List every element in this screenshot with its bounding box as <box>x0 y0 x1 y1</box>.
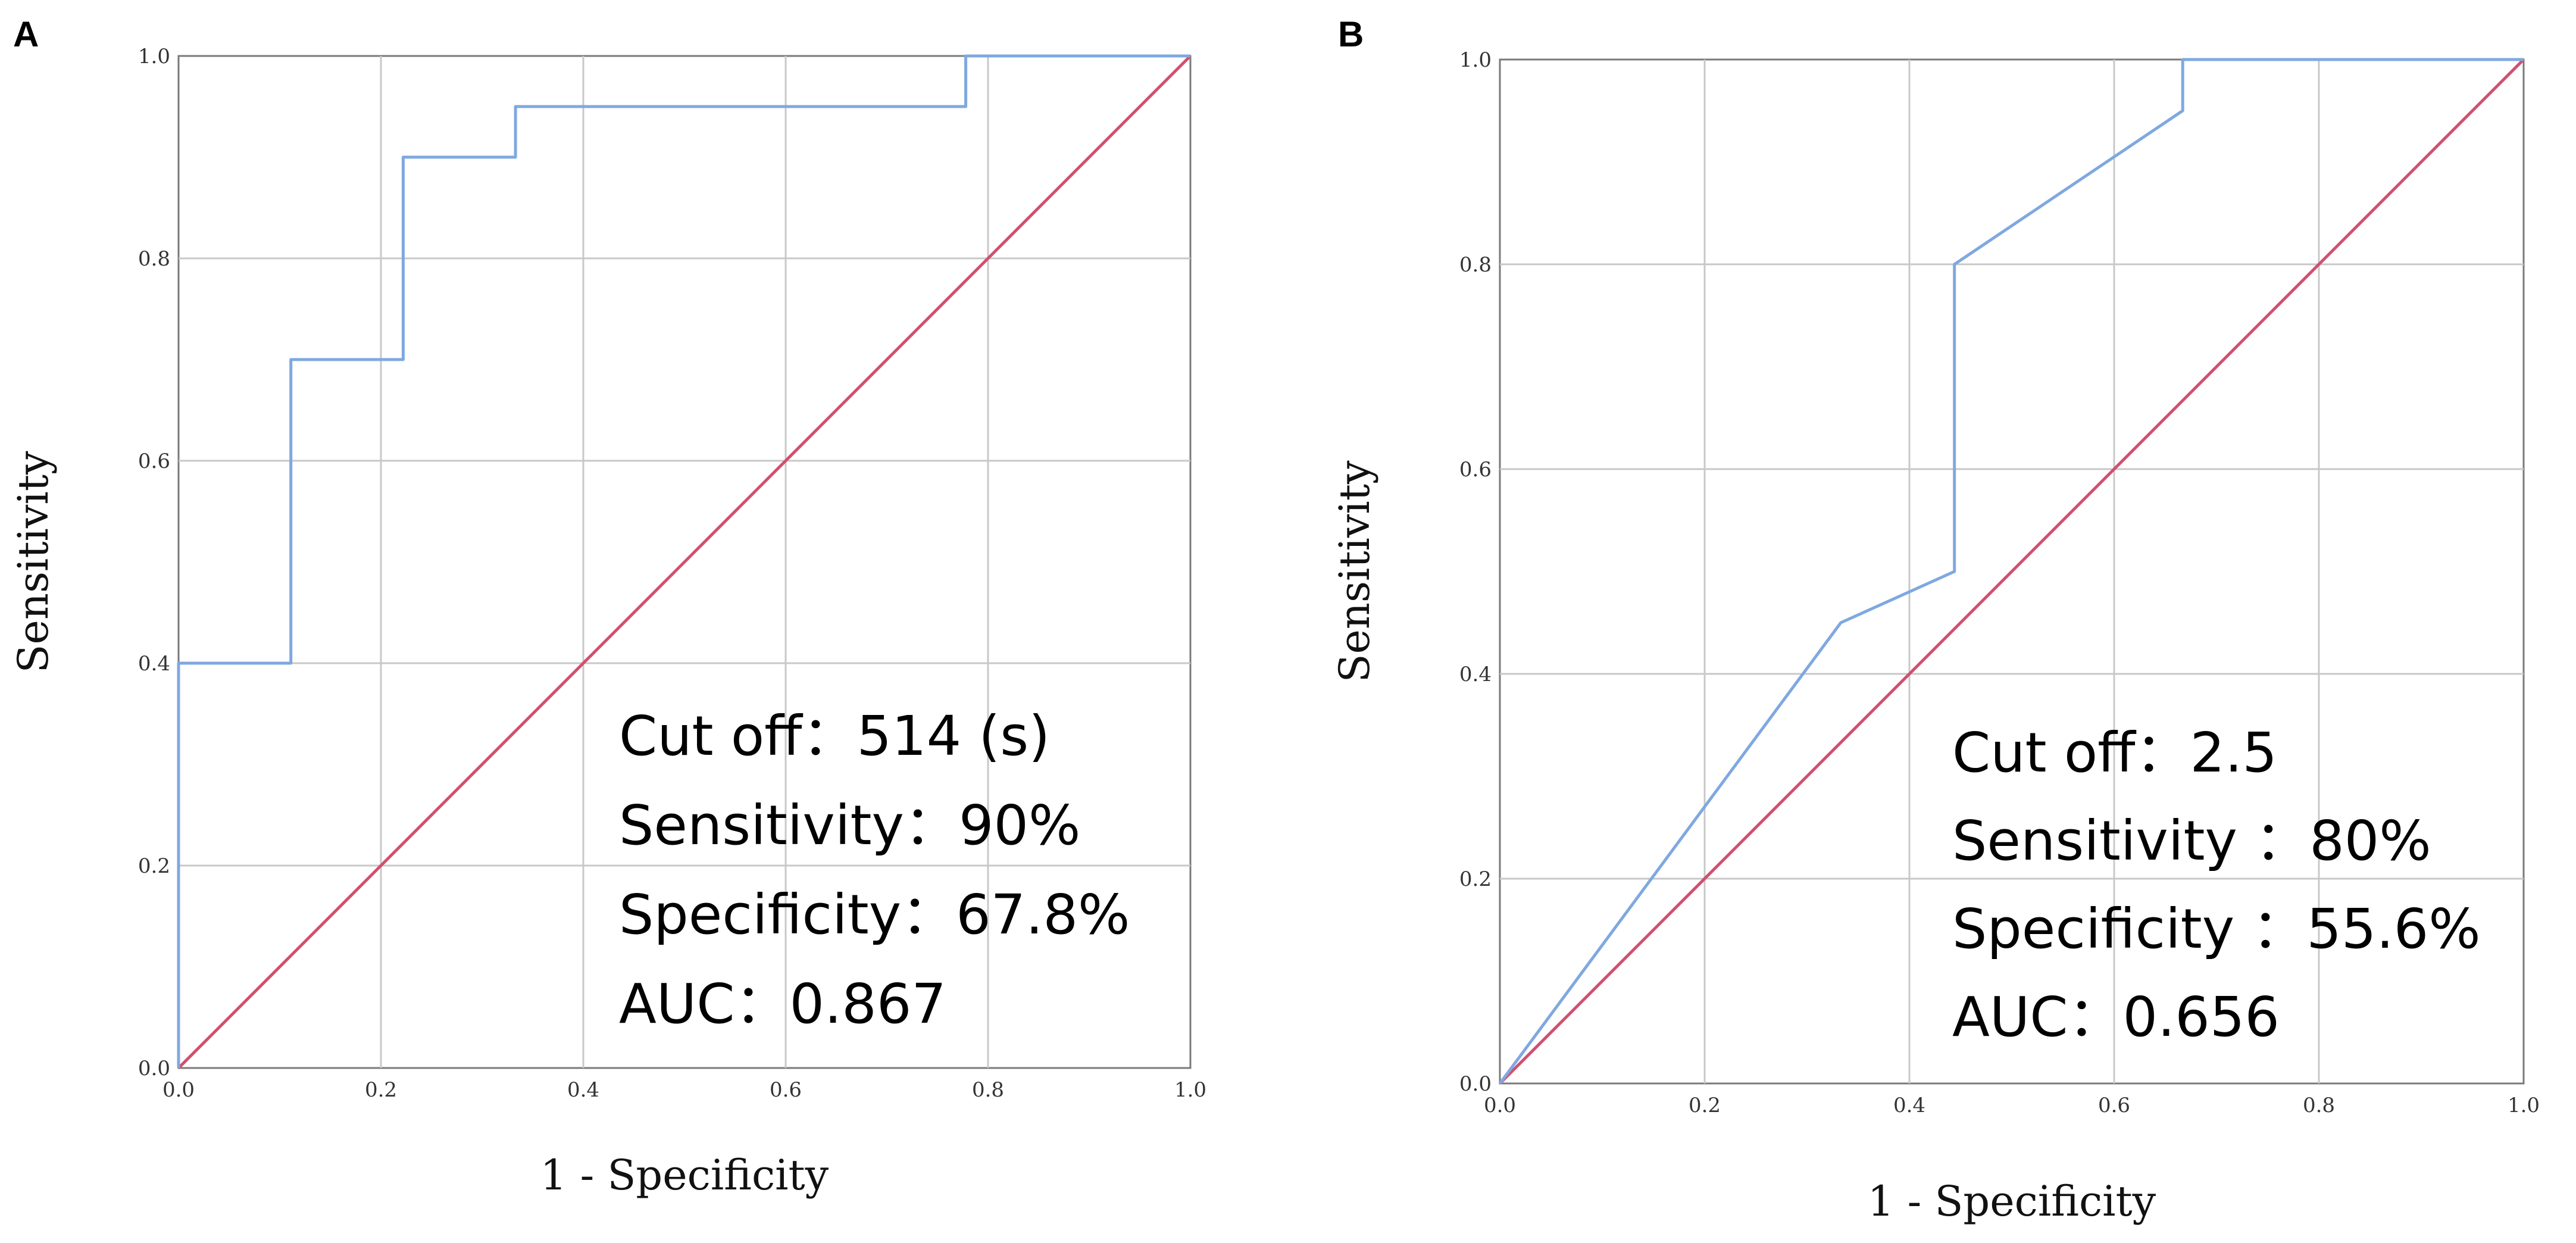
panel-b-y-tick-5: 1.0 <box>1459 48 1492 72</box>
panel-b-x-tick-3: 0.6 <box>2098 1094 2130 1117</box>
panel-a-auc: AUC：0.867 <box>619 972 946 1036</box>
panel-a-annotation: Cut off：514 (s) Sensitivity：90% Specific… <box>619 704 1130 1036</box>
panel-b-x-axis-label: 1 - Specificity <box>1868 1177 2156 1226</box>
panel-a-x-tick-1: 0.2 <box>365 1078 397 1102</box>
panel-a-y-tick-3: 0.6 <box>138 449 170 473</box>
panel-b-annotation: Cut off：2.5 Sensitivity ：80% Specificity… <box>1952 721 2481 1049</box>
panel-b-y-axis-label: Sensitivity <box>1330 460 1379 682</box>
panel-a-y-tick-5: 1.0 <box>138 45 170 68</box>
panel-a-specificity: Specificity：67.8% <box>619 883 1130 947</box>
panel-a-x-axis-label: 1 - Specificity <box>540 1151 829 1200</box>
panel-b-y-tick-2: 0.4 <box>1459 663 1492 686</box>
panel-b-x-tick-2: 0.4 <box>1893 1094 1925 1117</box>
panel-b-sensitivity: Sensitivity ：80% <box>1952 809 2431 873</box>
panel-a-sensitivity: Sensitivity：90% <box>619 794 1080 857</box>
panel-a-x-tick-2: 0.4 <box>567 1078 599 1102</box>
panel-b-y-tick-labels: 0.0 0.2 0.4 0.6 0.8 1.0 <box>1459 48 1492 1096</box>
panel-b-y-tick-3: 0.6 <box>1459 458 1492 482</box>
panel-a-letter: A <box>13 14 39 54</box>
panel-a-x-tick-3: 0.6 <box>770 1078 802 1102</box>
panel-b-x-tick-5: 1.0 <box>2508 1094 2540 1117</box>
panel-a-y-tick-4: 0.8 <box>138 247 170 271</box>
panel-b-x-tick-1: 0.2 <box>1689 1094 1721 1117</box>
panel-a-y-tick-0: 0.0 <box>138 1057 170 1080</box>
panel-a-reference-line <box>177 55 1192 1069</box>
panel-a-y-axis-label: Sensitivity <box>9 451 58 673</box>
panel-b-roc-curve <box>1498 58 2524 1085</box>
panel-b-x-tick-labels: 0.0 0.2 0.4 0.6 0.8 1.0 <box>1484 1094 2540 1117</box>
panel-a-gridlines <box>179 56 1190 1068</box>
panel-b-letter: B <box>1338 14 1364 54</box>
panel-b-x-tick-4: 0.8 <box>2303 1094 2335 1117</box>
panel-b-y-tick-1: 0.2 <box>1459 867 1492 891</box>
panel-b-reference-line <box>1499 58 2525 1085</box>
panel-b-specificity: Specificity ：55.6% <box>1952 897 2481 961</box>
panel-a-y-tick-2: 0.4 <box>138 652 170 676</box>
panel-a-x-tick-5: 1.0 <box>1174 1078 1206 1102</box>
panel-a-x-tick-4: 0.8 <box>972 1078 1004 1102</box>
panel-a-roc-curve <box>177 54 1190 1068</box>
panel-b-cutoff: Cut off：2.5 <box>1952 721 2277 785</box>
panel-b-auc: AUC：0.656 <box>1952 985 2280 1049</box>
panel-a-x-tick-0: 0.0 <box>162 1078 195 1102</box>
panel-b: B 0.0 0.2 0.4 0.6 0.8 1.0 0.0 0.2 0.4 0.… <box>1330 14 2540 1226</box>
panel-a-cutoff: Cut off：514 (s) <box>619 704 1050 768</box>
panel-a: A 0.0 0.2 0.4 0.6 0.8 1.0 0.0 0.2 0.4 0.… <box>9 14 1206 1200</box>
panel-a-y-tick-1: 0.2 <box>138 854 170 878</box>
panel-a-y-tick-labels: 0.0 0.2 0.4 0.6 0.8 1.0 <box>138 45 170 1080</box>
panel-b-y-tick-4: 0.8 <box>1459 253 1492 277</box>
panel-b-gridlines <box>1500 60 2524 1083</box>
panel-a-x-tick-labels: 0.0 0.2 0.4 0.6 0.8 1.0 <box>162 1078 1206 1102</box>
panel-b-y-tick-0: 0.0 <box>1459 1072 1492 1096</box>
panel-b-x-tick-0: 0.0 <box>1484 1094 1516 1117</box>
